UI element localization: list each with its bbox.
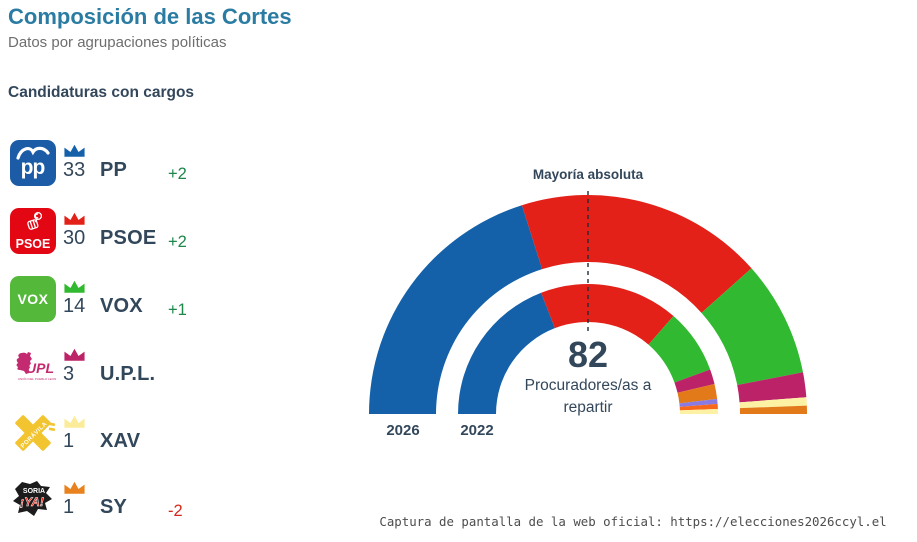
upl-abbr: U.P.L. bbox=[100, 363, 156, 385]
source-caption: Captura de pantalla de la web oficial: h… bbox=[379, 514, 887, 529]
pp-logo-graphic: pp bbox=[16, 146, 50, 179]
upl-seats: 3 bbox=[63, 363, 75, 385]
sy-logo: SORIA ¡YA! bbox=[10, 477, 56, 523]
pp-abbr: PP bbox=[100, 159, 128, 181]
svg-text:SORIA: SORIA bbox=[23, 488, 45, 495]
segment-2022-SY bbox=[677, 384, 718, 404]
party-row-sy: SORIA ¡YA! 1 SY -2 bbox=[10, 477, 245, 527]
pp-change: +2 bbox=[168, 165, 187, 183]
segment-2026-XAV bbox=[739, 397, 807, 409]
segment-2026-PSOE bbox=[521, 195, 752, 313]
segment-2022-PP bbox=[458, 292, 555, 414]
soria-map-shape bbox=[13, 481, 52, 516]
crown-icon bbox=[64, 144, 85, 157]
svg-text:UPL: UPL bbox=[26, 360, 54, 376]
segment-2022-UPL bbox=[674, 369, 715, 393]
page-subtitle: Datos por agrupaciones políticas bbox=[8, 34, 227, 51]
psoe-logo-graphic: PSOE bbox=[16, 211, 51, 251]
lion-emblem bbox=[16, 352, 32, 374]
ring-label-2026: 2026 bbox=[386, 422, 420, 439]
segment-2022-UP bbox=[679, 398, 718, 407]
party-row-psoe: PSOE 30 PSOE +2 bbox=[10, 208, 245, 258]
segment-2026-VOX bbox=[701, 268, 803, 386]
segment-2026-PP bbox=[369, 205, 543, 414]
vox-change: +1 bbox=[168, 301, 187, 319]
vox-seats: 14 bbox=[63, 295, 86, 317]
crown-icon bbox=[64, 415, 85, 428]
page-title: Composición de las Cortes bbox=[8, 4, 292, 29]
segment-2022-XAV bbox=[679, 408, 718, 414]
xav-logo-graphic: PORÁVILA bbox=[15, 415, 56, 451]
ring-label-2022: 2022 bbox=[460, 422, 494, 439]
psoe-abbr: PSOE bbox=[100, 227, 157, 249]
segment-2026-UPL bbox=[737, 372, 807, 403]
xav-abbr: XAV bbox=[100, 430, 141, 452]
vox-logo-graphic: VOX bbox=[17, 291, 48, 307]
majority-label: Mayoría absoluta bbox=[532, 167, 644, 182]
svg-text:pp: pp bbox=[21, 156, 45, 179]
sy-change: -2 bbox=[168, 502, 183, 520]
crown-icon bbox=[64, 212, 85, 225]
segment-2022-Cs bbox=[679, 403, 718, 411]
seats-total: 82 bbox=[567, 334, 609, 375]
upl-logo: UPL UNIÓN DEL PUEBLO LEONÉS bbox=[10, 344, 56, 390]
svg-text:UNIÓN DEL PUEBLO LEONÉS: UNIÓN DEL PUEBLO LEONÉS bbox=[18, 376, 56, 381]
psoe-logo: PSOE bbox=[10, 208, 56, 254]
svg-text:PSOE: PSOE bbox=[16, 237, 51, 251]
crown-icon bbox=[64, 481, 85, 494]
segment-2026-SY bbox=[739, 405, 807, 414]
fist-rose-emblem bbox=[27, 211, 43, 230]
section-title: Candidaturas con cargos bbox=[8, 84, 195, 101]
seats-total-label: Procuradores/as a repartir bbox=[524, 377, 652, 416]
psoe-change: +2 bbox=[168, 233, 187, 251]
pp-logo: pp bbox=[10, 140, 56, 186]
vox-abbr: VOX bbox=[100, 295, 143, 317]
pp-seats: 33 bbox=[63, 159, 86, 181]
crown-icon bbox=[64, 280, 85, 293]
svg-text:VOX: VOX bbox=[17, 291, 48, 307]
sy-logo-graphic: SORIA ¡YA! bbox=[13, 481, 52, 516]
svg-text:¡YA!: ¡YA! bbox=[20, 495, 44, 509]
crown-icon bbox=[64, 348, 85, 361]
party-row-upl: UPL UNIÓN DEL PUEBLO LEONÉS 3 U.P.L. bbox=[10, 344, 245, 394]
psoe-seats: 30 bbox=[63, 227, 86, 249]
party-row-vox: VOX 14 VOX +1 bbox=[10, 276, 245, 326]
sy-abbr: SY bbox=[100, 496, 128, 518]
party-row-xav: PORÁVILA 1 XAV bbox=[10, 411, 245, 461]
vox-logo: VOX bbox=[10, 276, 56, 322]
segment-2022-VOX bbox=[648, 316, 711, 383]
xav-seats: 1 bbox=[63, 430, 75, 452]
upl-logo-graphic: UPL UNIÓN DEL PUEBLO LEONÉS bbox=[16, 352, 56, 381]
party-row-pp: pp 33 PP +2 bbox=[10, 140, 245, 190]
sy-seats: 1 bbox=[63, 496, 75, 518]
xav-logo: PORÁVILA bbox=[10, 411, 56, 457]
segment-2022-PSOE bbox=[541, 284, 674, 345]
